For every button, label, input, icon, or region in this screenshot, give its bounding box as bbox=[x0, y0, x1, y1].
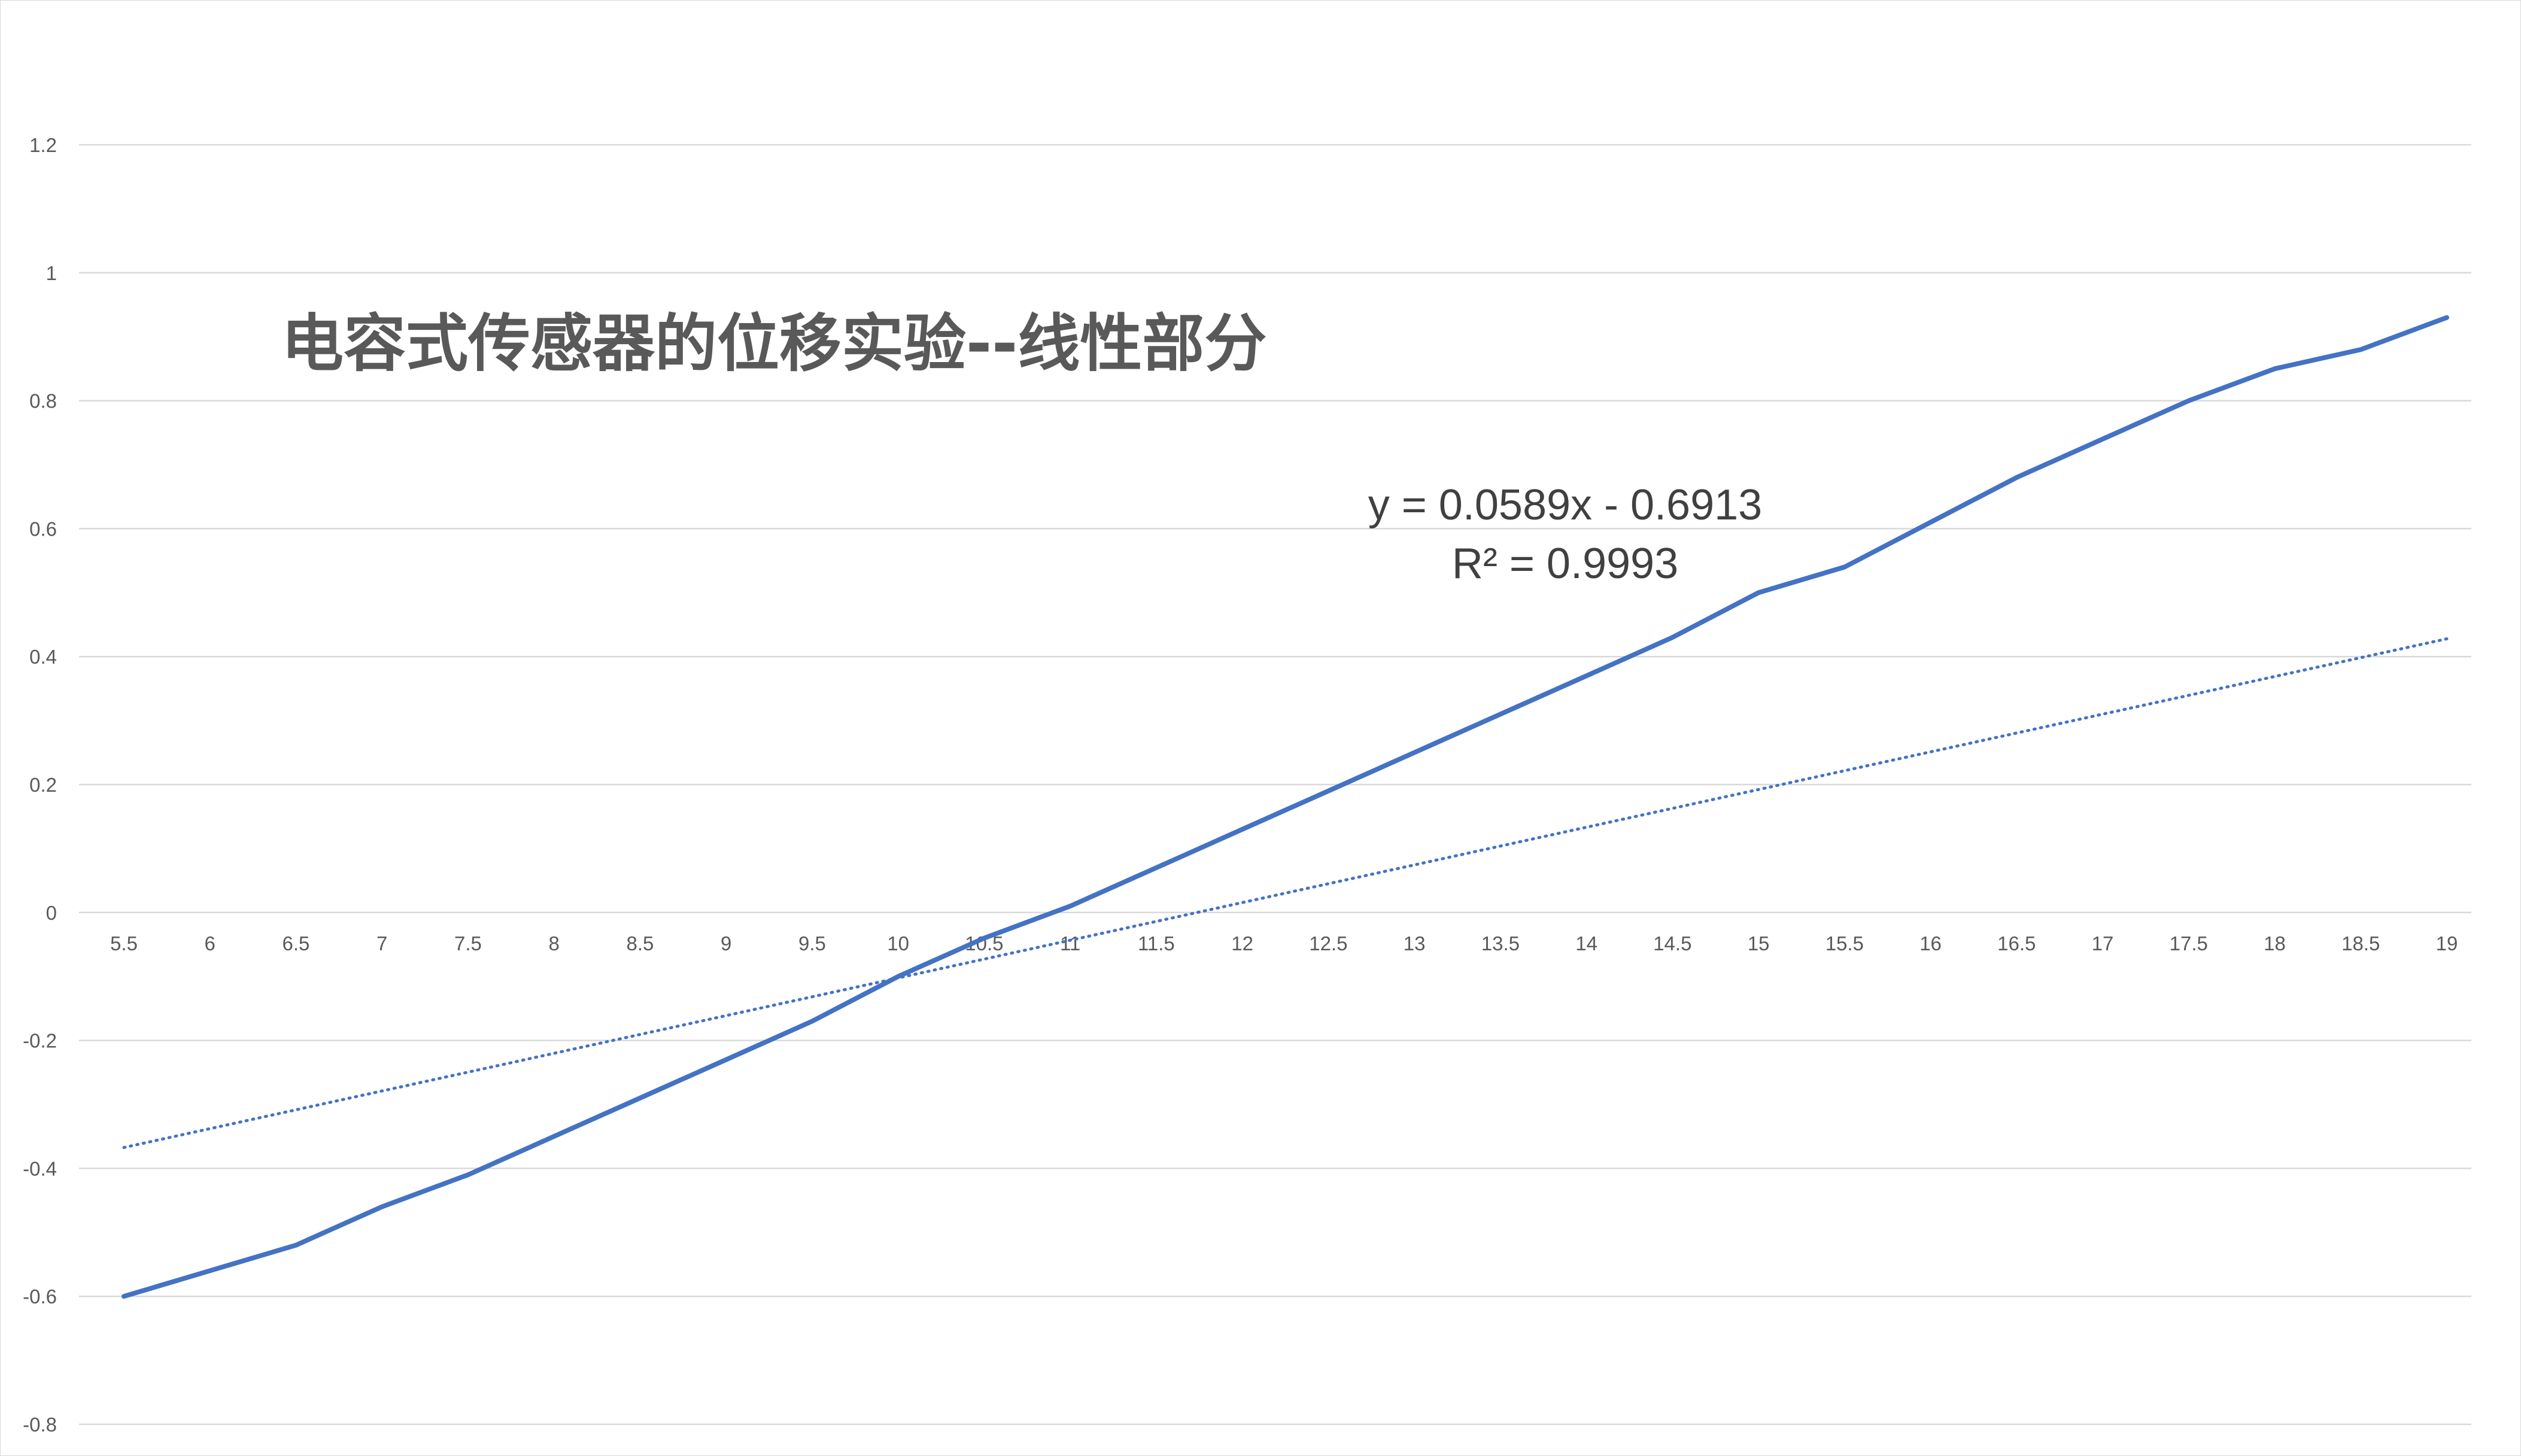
x-tick-label: 19 bbox=[2436, 932, 2458, 955]
x-tick-label: 11.5 bbox=[1138, 932, 1175, 955]
x-tick-label: 7.5 bbox=[454, 932, 482, 955]
y-tick-label: -0.4 bbox=[23, 1157, 57, 1180]
x-tick-label: 12 bbox=[1231, 932, 1253, 955]
x-tick-label: 18.5 bbox=[2341, 932, 2380, 955]
x-tick-label: 16.5 bbox=[1997, 932, 2036, 955]
x-tick-label: 6.5 bbox=[283, 932, 310, 955]
x-tick-label: 18 bbox=[2264, 932, 2286, 955]
trendline-layer bbox=[122, 637, 2449, 1149]
x-tick-label: 12.5 bbox=[1309, 932, 1347, 955]
series-layer bbox=[122, 315, 2449, 1299]
y-tick-label: 0.8 bbox=[29, 390, 57, 412]
x-tick-label: 14.5 bbox=[1653, 932, 1691, 955]
gridlines bbox=[79, 144, 2471, 1425]
y-tick-label: 0.2 bbox=[29, 774, 57, 796]
trendline-r-squared: R² = 0.9993 bbox=[1452, 540, 1678, 588]
x-tick-label: 15 bbox=[1748, 932, 1770, 955]
y-tick-label: 1 bbox=[46, 262, 57, 284]
x-tick-label: 10 bbox=[887, 932, 909, 955]
x-tick-label: 13 bbox=[1404, 932, 1426, 955]
y-axis-tick-labels: -0.8 -0.6 -0.4 -0.2 0 0.2 0.4 0.6 0.8 1 1.2 bbox=[23, 134, 57, 1436]
x-tick-label: 8 bbox=[549, 932, 560, 955]
x-tick-label: 17.5 bbox=[2170, 932, 2208, 955]
x-tick-label: 14 bbox=[1575, 932, 1597, 955]
x-axis-tick-labels: 5.5 6 6.5 7 7.5 8 8.5 9 9.5 10 10.5 11 11.5 12 12.5 13 1… bbox=[110, 932, 2458, 955]
x-tick-label: 9 bbox=[721, 932, 731, 955]
trendline bbox=[122, 637, 2449, 1149]
trendline-equation: y = 0.0589x - 0.6913 bbox=[1368, 481, 1762, 529]
y-tick-label: 0 bbox=[46, 902, 57, 924]
x-tick-label: 11 bbox=[1060, 932, 1080, 955]
x-tick-label: 16 bbox=[1919, 932, 1942, 955]
x-tick-label: 8.5 bbox=[627, 932, 654, 955]
x-tick-label: 9.5 bbox=[798, 932, 826, 955]
y-tick-label: 0.6 bbox=[29, 518, 57, 540]
x-tick-label: 7 bbox=[376, 932, 387, 955]
y-tick-label: 1.2 bbox=[29, 134, 57, 156]
x-tick-label: 5.5 bbox=[110, 932, 138, 955]
x-tick-label: 15.5 bbox=[1826, 932, 1864, 955]
x-tick-label: 6 bbox=[205, 932, 215, 955]
y-tick-label: 0.4 bbox=[29, 646, 57, 668]
x-tick-label: 13.5 bbox=[1481, 932, 1520, 955]
y-tick-label: -0.8 bbox=[23, 1414, 57, 1436]
y-tick-label: -0.2 bbox=[23, 1030, 57, 1052]
chart-title: 电容式传感器的位移实验--线性部分 bbox=[281, 307, 1266, 380]
y-tick-label: -0.6 bbox=[23, 1285, 57, 1308]
series-line bbox=[122, 315, 2449, 1299]
x-tick-label: 17 bbox=[2092, 932, 2114, 955]
